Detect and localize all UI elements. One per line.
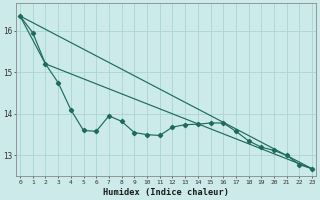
X-axis label: Humidex (Indice chaleur): Humidex (Indice chaleur) — [103, 188, 229, 197]
